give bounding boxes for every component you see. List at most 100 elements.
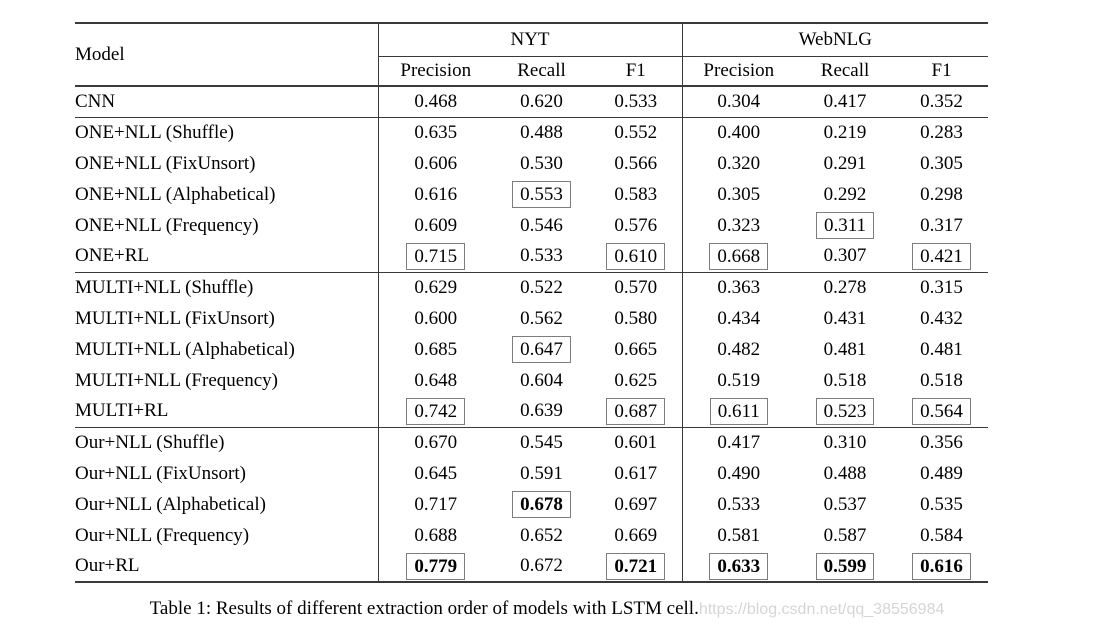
table-caption: Table 1: Results of different extraction…: [0, 598, 1094, 620]
value-cell: 0.625: [590, 365, 682, 396]
value: 0.304: [717, 90, 761, 112]
value-cell: 0.610: [590, 241, 682, 272]
value: 0.488: [520, 121, 563, 143]
boxed-value: 0.668: [709, 242, 769, 270]
value-cell: 0.481: [795, 334, 895, 365]
value-cell: 0.304: [681, 86, 796, 117]
value: 0.717: [414, 493, 458, 515]
value: 0.562: [520, 307, 563, 329]
value-cell: 0.291: [795, 148, 895, 179]
value: 0.629: [414, 276, 458, 298]
value: 0.320: [717, 152, 761, 174]
value-cell: 0.668: [681, 241, 796, 272]
column-header-webnlg-recall: Recall: [795, 56, 896, 87]
value: 0.625: [614, 369, 658, 391]
value-cell: 0.323: [681, 210, 796, 241]
value: 0.688: [414, 524, 458, 546]
results-table-container: Model NYT WebNLG Precision Recall F1 Pre…: [75, 22, 989, 583]
value-cell: 0.417: [795, 86, 895, 117]
boxed-value: 0.610: [606, 242, 666, 270]
boxed-value: 0.616: [912, 552, 971, 580]
value: 0.581: [717, 524, 761, 546]
value-cell: 0.647: [493, 334, 590, 365]
value: 0.665: [614, 338, 658, 360]
value: 0.600: [414, 307, 458, 329]
watermark: https://blog.csdn.net/qq_38556984: [698, 601, 945, 618]
value-cell: 0.518: [895, 365, 988, 396]
value-cell: 0.742: [377, 396, 493, 427]
value: 0.546: [520, 214, 563, 236]
table-row: MULTI+NLL (Frequency) 0.648 0.604 0.625 0.51…: [75, 365, 988, 396]
table-row: Our+NLL (Shuffle) 0.670 0.545 0.601 0.417 0.3…: [75, 426, 989, 458]
table-row: ONE+NLL (Shuffle) 0.635 0.488 0.552 0.400 0.2…: [75, 116, 989, 148]
value-cell: 0.580: [590, 303, 682, 334]
value: 0.533: [520, 245, 563, 267]
value-cell: 0.432: [895, 303, 988, 334]
table-row: Our+NLL (Frequency) 0.688 0.652 0.669 0.581 0…: [75, 520, 988, 551]
value: 0.278: [823, 276, 867, 298]
value: 0.535: [920, 493, 963, 515]
value-cell: 0.685: [377, 334, 493, 365]
value-cell: 0.481: [895, 334, 988, 365]
model-cell: Our+NLL (FixUnsort): [75, 462, 246, 484]
boxed-value: 0.421: [912, 242, 971, 270]
value: 0.434: [717, 307, 761, 329]
value: 0.489: [920, 462, 963, 484]
value-cell: 0.633: [681, 551, 796, 582]
value: 0.697: [614, 493, 658, 515]
value: 0.307: [823, 245, 867, 267]
value: 0.519: [717, 369, 761, 391]
value: 0.672: [520, 555, 563, 576]
value-cell: 0.697: [590, 489, 682, 520]
boxed-value: 0.779: [406, 552, 466, 580]
value-cell: 0.533: [590, 86, 682, 117]
value: 0.317: [920, 214, 963, 236]
value-cell: 0.519: [681, 365, 796, 396]
boxed-value: 0.599: [815, 552, 875, 580]
value-cell: 0.581: [681, 520, 796, 551]
value-cell: 0.779: [377, 551, 493, 582]
boxed-value: 0.633: [709, 552, 769, 580]
column-header-webnlg-precision: Precision: [681, 56, 796, 87]
column-header-model: Model: [75, 23, 378, 87]
value-cell: 0.604: [493, 365, 590, 396]
value: 0.537: [823, 493, 867, 515]
value-cell: 0.600: [377, 303, 493, 334]
value: 0.685: [414, 338, 458, 360]
value: 0.645: [414, 462, 458, 484]
column-header-nyt-recall: Recall: [493, 56, 590, 87]
model-cell: Our+NLL (Frequency): [75, 524, 250, 546]
value: 0.363: [717, 276, 761, 298]
value-cell: 0.665: [590, 334, 682, 365]
table-row: MULTI+NLL (Shuffle) 0.629 0.522 0.570 0.363 0…: [75, 271, 989, 303]
value: 0.431: [823, 307, 867, 329]
value-cell: 0.652: [493, 520, 590, 551]
value: 0.652: [520, 524, 563, 546]
value: 0.291: [823, 152, 867, 174]
value-cell: 0.583: [590, 179, 682, 210]
table-row: Our+RL 0.779 0.672 0.721 0.633 0.599 0.616: [75, 551, 988, 582]
value-cell: 0.533: [493, 241, 590, 272]
value: 0.522: [520, 276, 563, 298]
value: 0.545: [520, 431, 563, 453]
model-cell: ONE+RL: [75, 245, 150, 267]
value: 0.518: [823, 369, 867, 391]
caption-text: Table 1: Results of different extraction…: [149, 598, 699, 619]
value-cell: 0.488: [493, 116, 590, 148]
value-cell: 0.533: [681, 489, 796, 520]
value-cell: 0.609: [377, 210, 493, 241]
value: 0.417: [823, 90, 867, 112]
value: 0.570: [614, 276, 658, 298]
table-row: MULTI+NLL (FixUnsort) 0.600 0.562 0.580 0.43…: [75, 303, 988, 334]
value-cell: 0.606: [377, 148, 493, 179]
value-cell: 0.570: [590, 271, 683, 303]
value-cell: 0.635: [377, 116, 493, 148]
value-cell: 0.310: [795, 426, 896, 458]
value-cell: 0.522: [493, 271, 590, 303]
column-header-nyt-f1: F1: [590, 56, 683, 87]
table-row: MULTI+RL 0.742 0.639 0.687 0.611 0.523 0.564: [75, 396, 988, 427]
value: 0.315: [920, 276, 963, 298]
model-cell: MULTI+NLL (Alphabetical): [75, 338, 295, 360]
value-cell: 0.687: [590, 396, 682, 427]
value: 0.488: [823, 462, 867, 484]
